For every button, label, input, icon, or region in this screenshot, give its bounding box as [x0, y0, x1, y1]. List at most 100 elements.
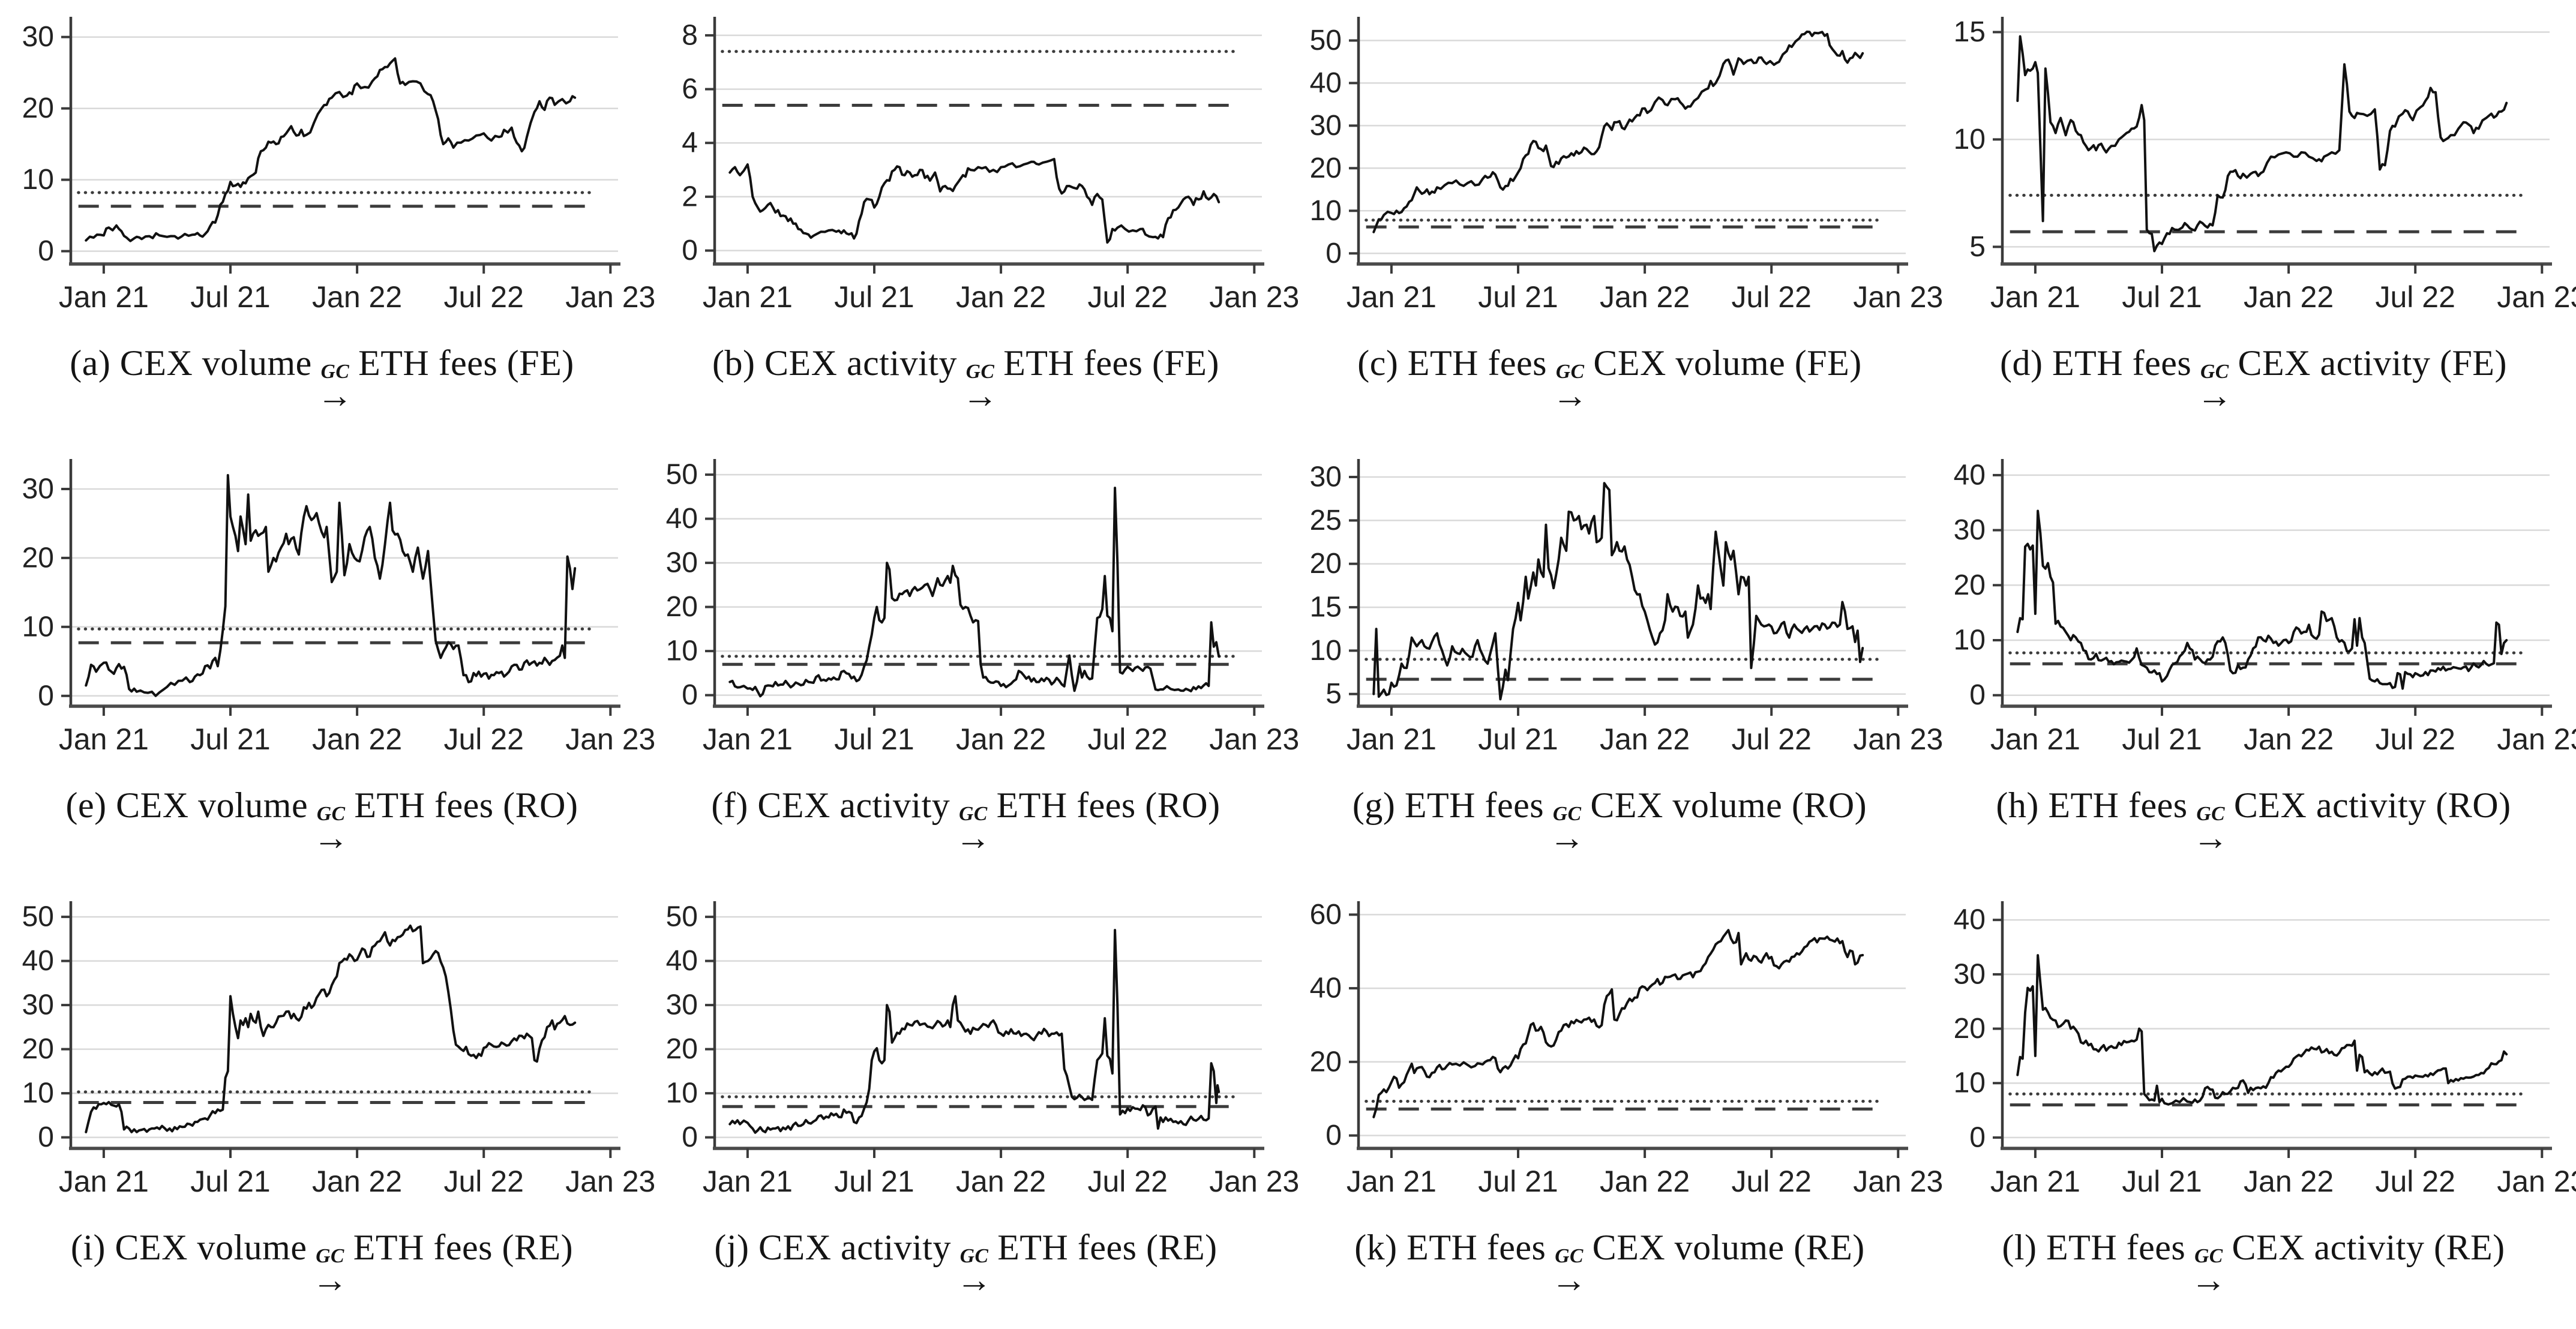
y-tick-label: 10: [22, 611, 54, 643]
gridlines: [1359, 476, 1906, 695]
gc-superscript-label: GC: [1552, 802, 1582, 825]
right-arrow-icon: →: [962, 376, 998, 416]
x-tick-label: Jan 22: [2244, 1165, 2334, 1198]
series-line: [728, 929, 1220, 1134]
x-tick-label: Jan 23: [565, 280, 655, 314]
panel-caption: (e) CEX volume GC → ETH fees (RO): [0, 785, 644, 856]
line-chart-svg: 0 10 20 30 40 Jan 21 Jul 21 Jan 22 Jul 22 Jan 23: [1954, 459, 2576, 756]
y-tick-label: 20: [666, 1033, 698, 1065]
x-tick-label: Jul 21: [2122, 722, 2202, 756]
x-tick-label: Jan 22: [312, 1165, 402, 1198]
x-tick-label: Jan 22: [2244, 280, 2334, 314]
y-tick-label: 20: [1310, 1046, 1342, 1078]
x-tick-label: Jul 21: [834, 1165, 914, 1198]
gc-superscript-label: GC: [965, 360, 995, 383]
y-tick-label: 30: [22, 473, 54, 505]
gc-superscript-label: GC: [2196, 802, 2226, 825]
line-chart-svg: 5 10 15 20 25 30 Jan 21 Jul 21 Jan 22 Jul 22 Jan 2…: [1310, 459, 1943, 756]
axes: 0 10 20 30 40 Jan 21 Jul 21 Jan 22 Jul 22 Jan 23: [1954, 901, 2576, 1198]
x-tick-label: Jan 21: [59, 1165, 149, 1198]
y-tick-label: 0: [38, 235, 54, 267]
x-tick-label: Jan 23: [1853, 280, 1943, 314]
caption-prefix: (a) CEX volume: [70, 343, 312, 383]
x-tick-label: Jan 22: [2244, 722, 2334, 756]
right-arrow-icon: →: [2196, 376, 2233, 416]
chart-panel-e: 0 10 20 30 Jan 21 Jul 21 Jan 22 Jul 22 Jan 23 (e…: [0, 445, 655, 887]
x-tick-label: Jan 21: [703, 1165, 793, 1198]
series-line: [85, 57, 577, 242]
axes: 0 10 20 30 40 50 Jan 21 Jul 21 Jan 22 Jul 22 Jan 2…: [666, 459, 1300, 756]
x-tick-label: Jul 21: [834, 280, 914, 314]
right-arrow-icon: →: [311, 1260, 349, 1300]
y-tick-label: 30: [1310, 461, 1342, 493]
series-line: [1372, 30, 1864, 233]
y-tick-label: 6: [682, 73, 698, 105]
caption-suffix: CEX activity (RE): [2232, 1228, 2505, 1267]
chart-panel-c: 0 10 20 30 40 50 Jan 21 Jul 21 Jan 22 Jul 22 Jan 2…: [1288, 2, 1943, 445]
gc-superscript-label: GC: [320, 360, 350, 383]
x-tick-label: Jan 23: [1853, 1165, 1943, 1198]
caption-prefix: (f) CEX activity: [711, 785, 950, 825]
y-tick-label: 40: [1310, 67, 1342, 99]
x-tick-label: Jan 23: [565, 1165, 655, 1198]
axes: 5 10 15 20 25 30 Jan 21 Jul 21 Jan 22 Jul 22 Jan 2…: [1310, 459, 1943, 756]
x-tick-label: Jul 22: [1087, 1165, 1167, 1198]
caption-suffix: CEX activity (RO): [2233, 785, 2511, 825]
chart-panel-g: 5 10 15 20 25 30 Jan 21 Jul 21 Jan 22 Jul 22 Jan 2…: [1288, 445, 1943, 887]
chart-panel-i: 0 10 20 30 40 50 Jan 21 Jul 21 Jan 22 Jul 22 Jan 2…: [0, 887, 656, 1329]
axes: 0 10 20 30 Jan 21 Jul 21 Jan 22 Jul 22 Jan 23: [22, 17, 655, 314]
x-tick-label: Jul 22: [2375, 722, 2455, 756]
x-tick-label: Jan 22: [1600, 722, 1690, 756]
series-line: [728, 158, 1220, 244]
gridlines: [2002, 919, 2550, 1139]
y-tick-label: 20: [1954, 1013, 1986, 1045]
gc-superscript-label: GC: [2194, 1244, 2223, 1267]
x-tick-label: Jan 21: [703, 722, 793, 756]
y-tick-label: 0: [682, 1121, 698, 1153]
x-tick-label: Jan 23: [1209, 280, 1299, 314]
caption-suffix: CEX volume (FE): [1593, 343, 1862, 383]
x-tick-label: Jul 22: [1087, 722, 1167, 756]
x-tick-label: Jul 21: [190, 280, 270, 314]
caption-suffix: CEX volume (RE): [1592, 1228, 1865, 1267]
y-tick-label: 40: [1310, 973, 1342, 1004]
y-tick-label: 50: [666, 459, 698, 491]
y-tick-label: 0: [1326, 1120, 1342, 1151]
right-arrow-icon: →: [1549, 818, 1585, 858]
caption-suffix: ETH fees (FE): [358, 343, 574, 383]
x-tick-label: Jul 21: [2122, 1165, 2202, 1198]
y-tick-label: 0: [1969, 1121, 1986, 1153]
y-tick-label: 25: [1310, 505, 1342, 536]
y-tick-label: 20: [22, 92, 54, 124]
chart-panel-b: 0 2 4 6 8 Jan 21 Jul 21 Jan 22 Jul 22 Jan 23 (b) …: [644, 2, 1299, 445]
right-arrow-icon: →: [317, 376, 353, 416]
x-tick-label: Jul 21: [834, 722, 914, 756]
x-tick-label: Jan 23: [565, 722, 655, 756]
gc-arrow: GC →: [1552, 361, 1588, 413]
x-tick-label: Jan 22: [956, 280, 1046, 314]
x-tick-label: Jul 22: [1087, 280, 1167, 314]
series-line: [1372, 929, 1864, 1118]
caption-suffix: ETH fees (RO): [354, 785, 578, 825]
panel-caption: (a) CEX volume GC → ETH fees (FE): [0, 343, 644, 416]
y-tick-label: 20: [1954, 569, 1986, 601]
axes: 0 20 40 60 Jan 21 Jul 21 Jan 22 Jul 22 Jan 23: [1310, 899, 1944, 1198]
series-line: [85, 924, 577, 1133]
y-tick-label: 2: [682, 181, 698, 212]
x-tick-label: Jan 23: [2497, 280, 2576, 314]
x-tick-label: Jan 22: [1600, 1165, 1690, 1198]
panel-caption: (i) CEX volume GC → ETH fees (RE): [0, 1227, 644, 1300]
panel-caption: (f) CEX activity GC → ETH fees (RO): [644, 785, 1288, 858]
x-tick-label: Jan 23: [1209, 722, 1299, 756]
y-tick-label: 0: [1326, 238, 1342, 269]
x-tick-label: Jul 22: [1731, 280, 1811, 314]
right-arrow-icon: →: [955, 818, 992, 858]
x-tick-label: Jan 21: [59, 280, 149, 314]
right-arrow-icon: →: [956, 1260, 992, 1300]
x-tick-label: Jan 21: [1347, 280, 1437, 314]
axes: 0 10 20 30 40 50 Jan 21 Jul 21 Jan 22 Jul 22 Jan 2…: [22, 901, 656, 1198]
line-chart-svg: 0 10 20 30 Jan 21 Jul 21 Jan 22 Jul 22 Jan 23: [22, 17, 655, 314]
y-tick-label: 50: [1310, 25, 1342, 56]
gc-arrow: GC →: [1549, 802, 1585, 858]
x-tick-label: Jul 22: [443, 1165, 523, 1198]
